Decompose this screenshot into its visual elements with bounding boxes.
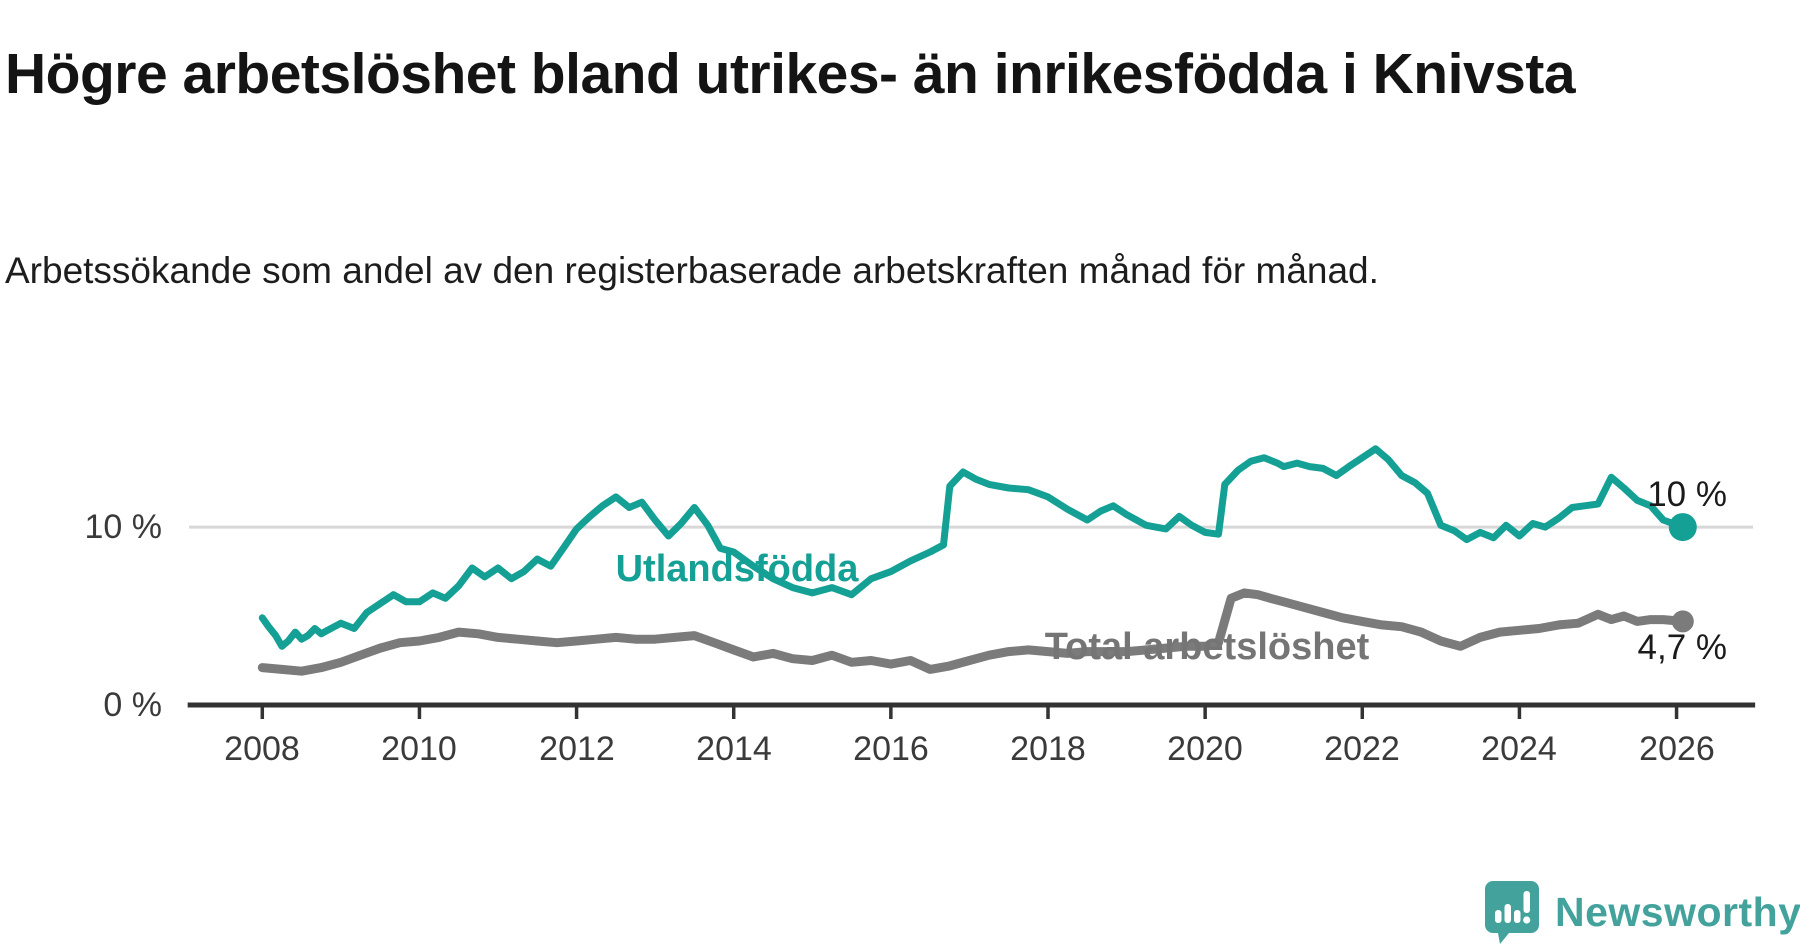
x-axis-tick-label: 2026 — [1639, 730, 1715, 768]
newsworthy-logo-text: Newsworthy — [1555, 888, 1800, 935]
x-axis-tick-label: 2016 — [853, 730, 929, 768]
x-axis-tick-label: 2010 — [381, 730, 457, 768]
chart-title: Högre arbetslöshet bland utrikes- än inr… — [5, 42, 1576, 107]
x-axis-tick-label: 2024 — [1481, 730, 1557, 768]
x-axis-tick-label: 2018 — [1010, 730, 1086, 768]
newsworthy-logo: Newsworthy — [1483, 880, 1800, 944]
y-axis-label: 10 % — [84, 508, 163, 546]
x-axis-tick-label: 2020 — [1167, 730, 1243, 768]
end-value-label-utlandsfodda: 10 % — [1647, 475, 1727, 514]
x-axis-tick-label: 2022 — [1324, 730, 1400, 768]
x-axis-tick-label: 2014 — [696, 730, 772, 768]
speech-bubble-bar-chart-icon — [1485, 881, 1539, 944]
end-value-label-total: 4,7 % — [1637, 628, 1728, 667]
x-axis-tick-label: 2008 — [224, 730, 300, 768]
chart-subtitle: Arbetssökande som andel av den registerb… — [5, 250, 1379, 291]
series-label-utlandsfodda: Utlandsfödda — [615, 548, 859, 590]
x-axis-tick-label: 2012 — [539, 730, 615, 768]
y-axis-label: 0 % — [103, 686, 162, 724]
series-label-total-arbetsloshet: Total arbetslöshet — [1044, 626, 1370, 668]
